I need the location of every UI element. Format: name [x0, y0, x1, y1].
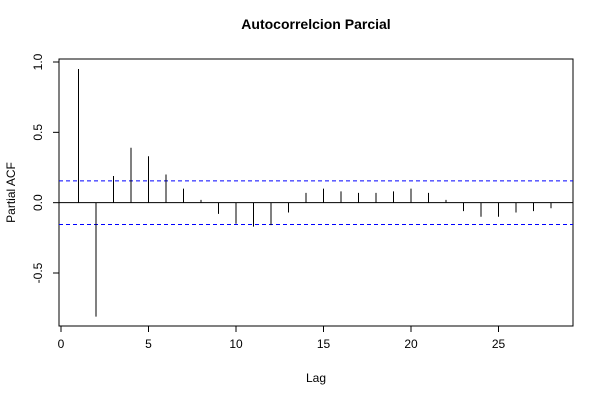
chart-title: Autocorrelcion Parcial	[241, 16, 390, 32]
x-tick-label-10: 10	[229, 337, 243, 351]
y-tick-label-2: 0.5	[31, 124, 45, 141]
y-axis: -0.5 0.0 0.5 1.0	[31, 53, 59, 283]
y-tick-label-0: -0.5	[31, 262, 45, 283]
x-axis-label: Lag	[306, 371, 326, 385]
pacf-bars	[78, 69, 552, 317]
confidence-bounds	[59, 180, 573, 225]
x-axis: 0 5 10 15 20 25	[58, 326, 506, 351]
y-tick-label-3: 1.0	[31, 53, 45, 70]
x-tick-label-20: 20	[404, 337, 418, 351]
y-axis-label: Partial ACF	[4, 162, 18, 223]
x-tick-label-5: 5	[145, 337, 152, 351]
x-tick-label-25: 25	[492, 337, 506, 351]
x-tick-label-15: 15	[317, 337, 331, 351]
plot-frame	[58, 58, 574, 327]
x-tick-label-0: 0	[58, 337, 65, 351]
y-tick-label-1: 0.0	[31, 194, 45, 211]
